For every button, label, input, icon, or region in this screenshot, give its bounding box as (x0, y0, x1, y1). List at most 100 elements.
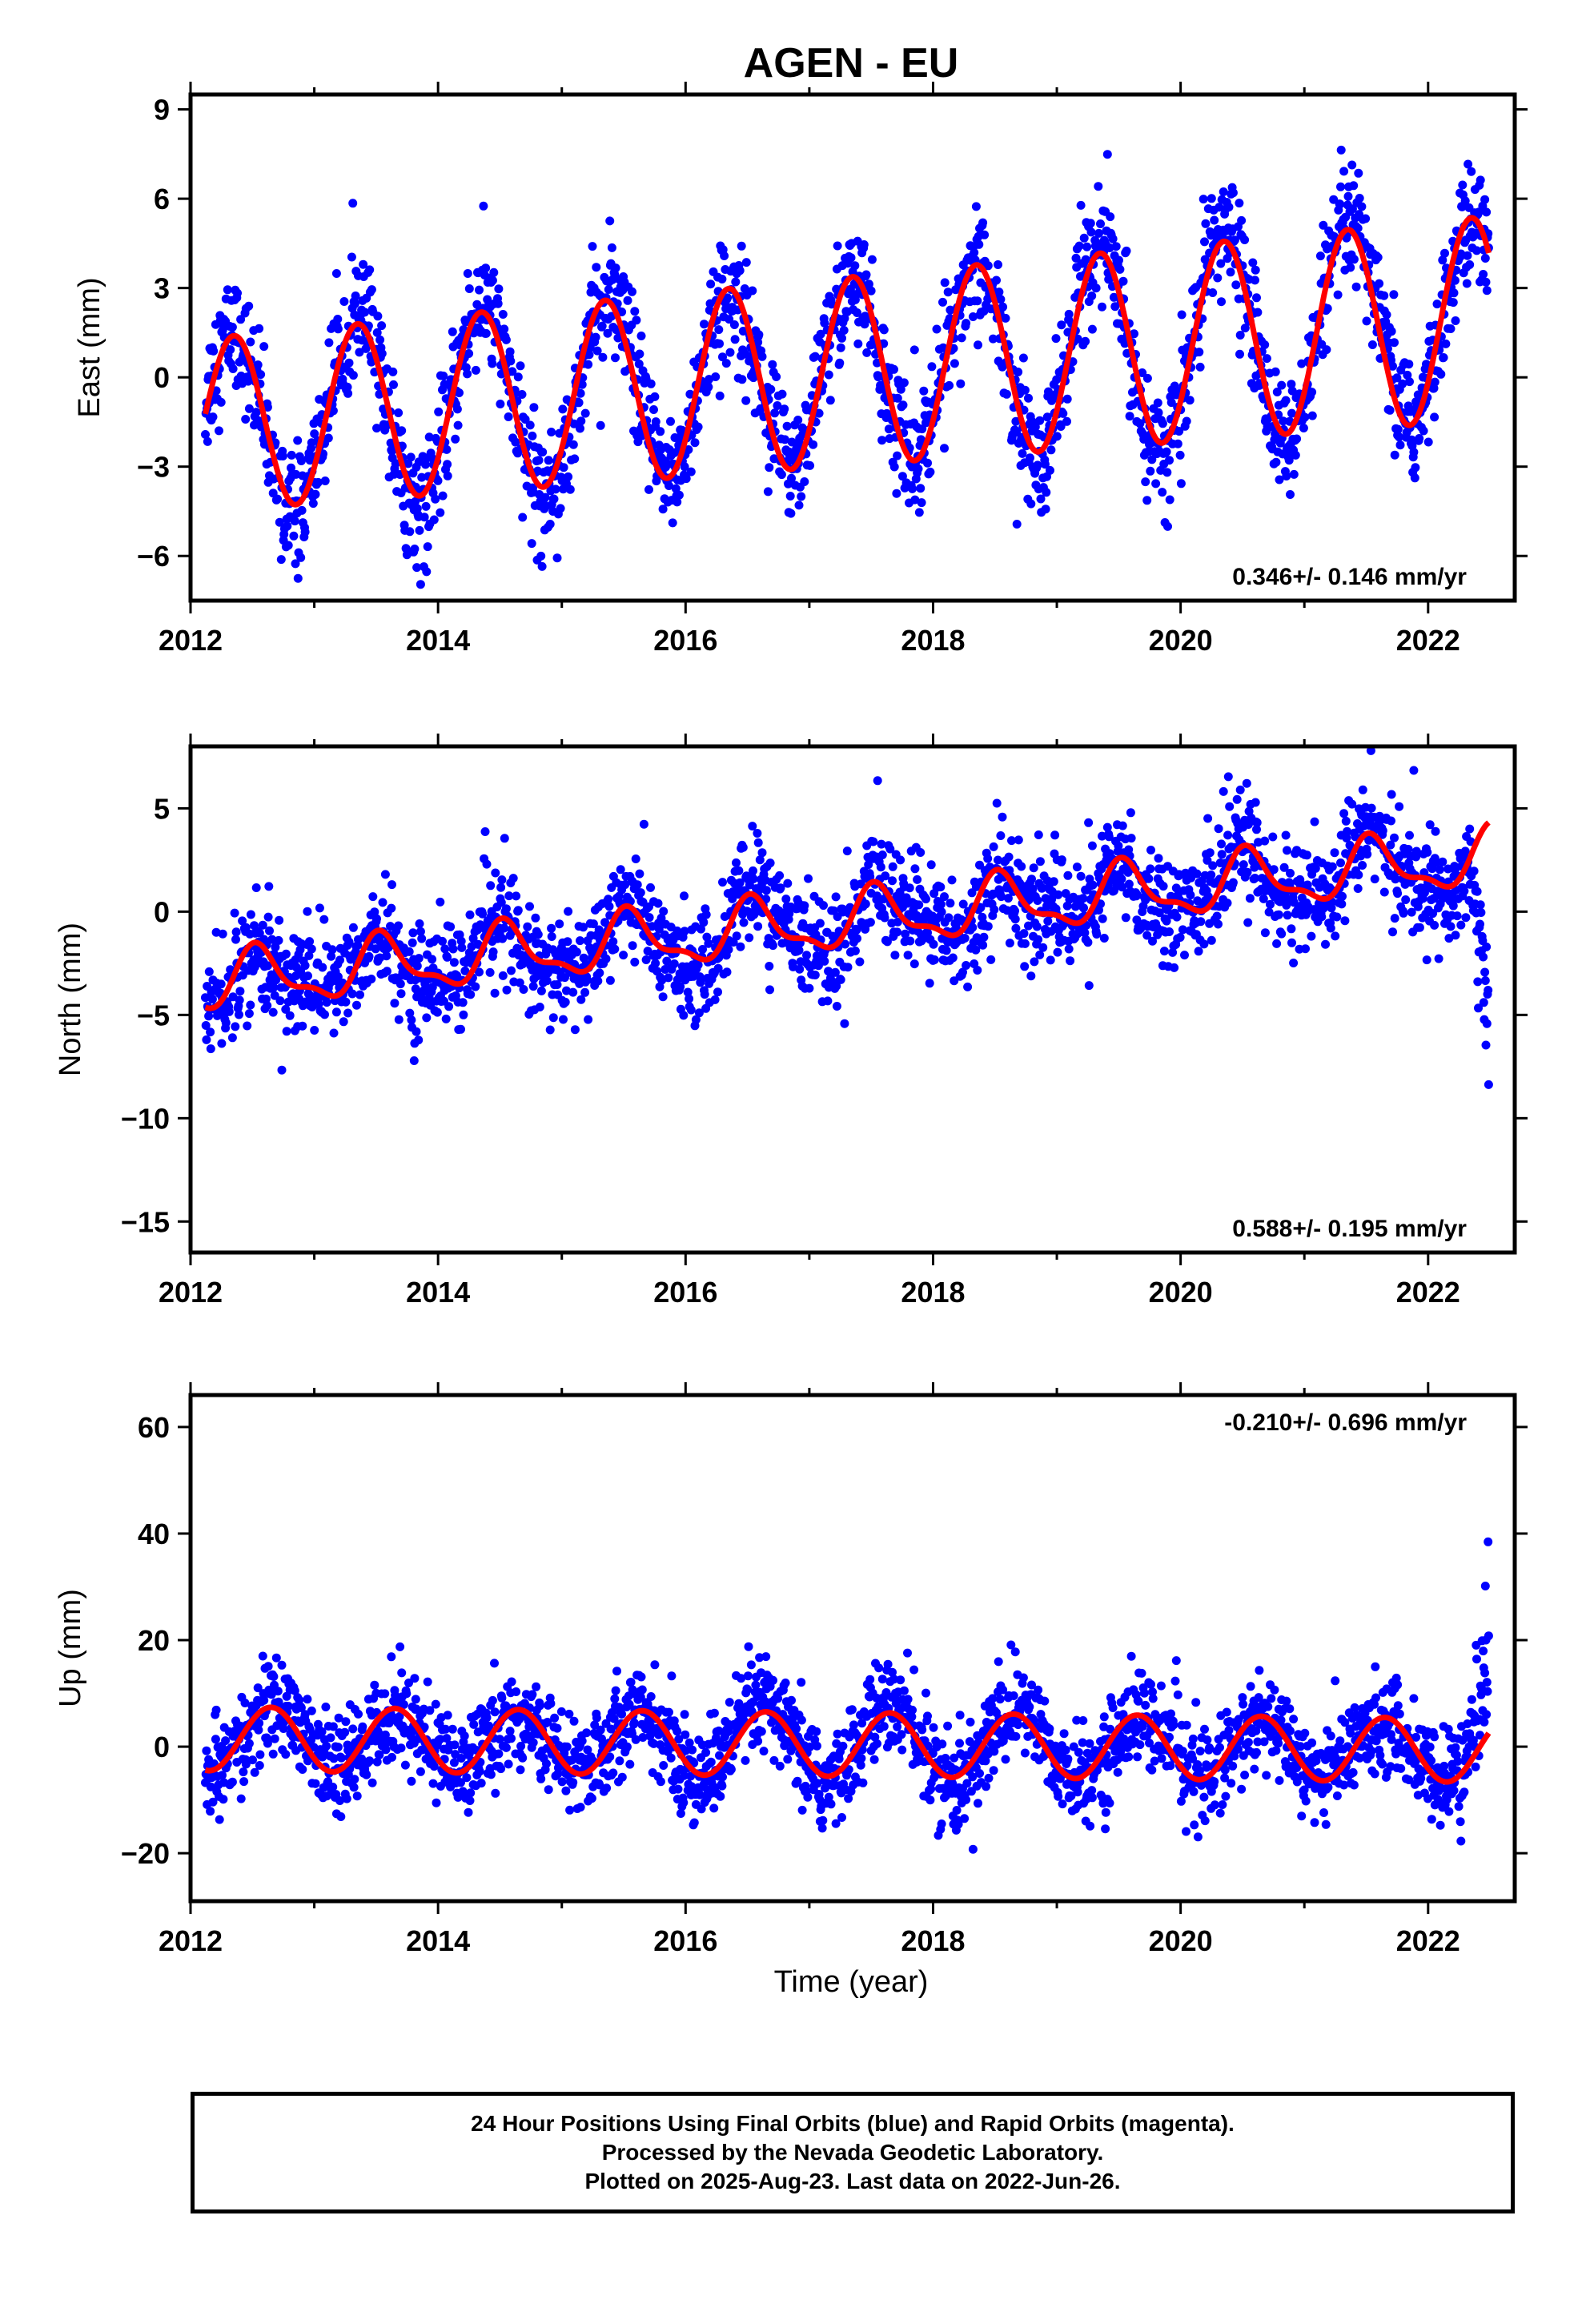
north-data-point (269, 983, 279, 992)
north-data-point (382, 967, 391, 976)
north-data-point (936, 883, 946, 892)
north-data-point (1476, 900, 1485, 910)
east-data-point (1110, 302, 1120, 312)
north-data-point (562, 986, 571, 995)
north-data-point (749, 866, 757, 875)
north-data-point (320, 1010, 329, 1019)
east-data-point (253, 360, 263, 370)
east-data-point (945, 380, 954, 390)
north-data-point (547, 932, 556, 941)
north-data-point (753, 838, 763, 847)
north-data-point (468, 934, 478, 943)
east-data-point (208, 412, 218, 422)
east-data-point (1248, 258, 1258, 267)
east-data-point (897, 472, 907, 481)
north-data-point (1289, 898, 1299, 907)
north-data-point (563, 937, 572, 947)
north-data-point (265, 926, 274, 935)
north-data-point (513, 906, 523, 915)
up-data-point (342, 1794, 351, 1803)
east-data-point (1480, 195, 1490, 204)
north-data-point (238, 916, 247, 926)
east-x-tick-label: 2012 (159, 624, 223, 657)
east-data-point (1385, 405, 1395, 415)
north-data-point (303, 971, 312, 981)
north-data-point (1199, 939, 1209, 949)
east-data-point (853, 339, 863, 348)
east-data-point (898, 400, 908, 410)
north-data-point (348, 923, 358, 932)
north-data-point (876, 862, 885, 872)
north-data-point (1409, 766, 1419, 775)
north-data-point (372, 914, 381, 923)
north-data-point (1186, 891, 1195, 900)
north-data-point (428, 983, 437, 992)
east-data-point (333, 324, 343, 334)
north-data-point (1415, 923, 1424, 932)
east-data-point (528, 431, 537, 440)
east-data-point (1387, 327, 1396, 336)
north-data-point (552, 980, 562, 989)
north-data-point (644, 913, 654, 923)
north-data-point (1307, 931, 1316, 941)
east-data-point (438, 491, 448, 501)
north-data-point (1158, 882, 1168, 891)
north-data-point (925, 979, 934, 988)
north-data-point (1030, 957, 1039, 967)
east-data-point (1390, 450, 1399, 460)
north-data-point (315, 903, 324, 913)
east-data-point (410, 545, 420, 553)
east-data-point (1046, 445, 1056, 455)
north-data-point (901, 929, 910, 939)
north-data-point (958, 899, 968, 909)
east-data-point (1216, 259, 1226, 268)
north-data-point (656, 913, 666, 923)
east-data-point (540, 493, 550, 502)
up-data-point (354, 1709, 363, 1719)
north-data-point (318, 963, 327, 972)
north-data-point (1252, 825, 1261, 834)
north-data-point (1340, 916, 1350, 926)
up-data-point (227, 1777, 237, 1787)
east-data-point (1284, 456, 1294, 465)
north-data-point (1343, 826, 1352, 836)
north-data-point (1146, 846, 1155, 854)
up-data-point (380, 1689, 390, 1699)
north-data-point (620, 880, 630, 890)
north-data-point (1460, 887, 1469, 896)
up-data-point (348, 1724, 358, 1734)
east-data-point (434, 407, 444, 416)
north-data-point (1303, 850, 1311, 860)
north-data-point (1087, 841, 1097, 850)
east-data-point (946, 305, 955, 315)
east-data-point (820, 318, 829, 328)
east-data-point (372, 328, 382, 337)
east-data-point (375, 389, 384, 399)
east-data-point (527, 539, 536, 549)
north-data-point (881, 871, 890, 881)
east-data-point (1240, 324, 1250, 333)
up-data-point (206, 1782, 215, 1791)
east-data-point (1163, 521, 1172, 531)
east-data-point (836, 343, 845, 352)
up-data-point (259, 1695, 269, 1705)
north-data-point (1214, 824, 1223, 834)
east-data-point (613, 333, 623, 343)
north-data-point (885, 844, 895, 854)
north-data-point (267, 935, 277, 944)
east-data-point (1074, 241, 1084, 251)
east-data-point (1335, 199, 1345, 209)
east-data-point (1046, 465, 1054, 475)
east-data-point (1277, 380, 1287, 390)
north-data-point (800, 901, 809, 911)
north-data-point (305, 937, 315, 947)
north-data-point (1281, 830, 1291, 840)
east-data-point (889, 462, 899, 472)
north-data-point (235, 987, 245, 996)
north-data-point (1336, 858, 1345, 867)
north-data-point (734, 866, 744, 875)
north-data-point (947, 875, 957, 885)
east-data-point (525, 420, 535, 430)
east-data-point (471, 365, 480, 375)
north-data-point (1084, 818, 1094, 827)
